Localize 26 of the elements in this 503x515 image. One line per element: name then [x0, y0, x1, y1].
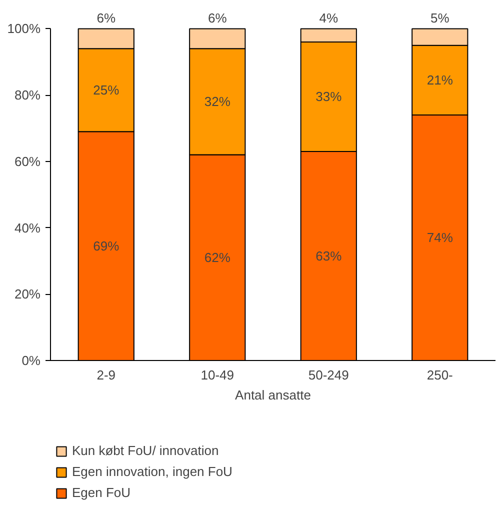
data-label: 32% [204, 94, 231, 110]
x-tick-label: 10-49 [200, 368, 234, 382]
y-tick-label: 80% [14, 88, 41, 103]
data-label: 62% [204, 250, 231, 266]
legend-label: Egen FoU [72, 485, 131, 500]
data-label: 5% [430, 10, 450, 26]
y-tick-label: 60% [14, 154, 41, 169]
data-label: 6% [96, 10, 116, 26]
data-label: 33% [316, 89, 342, 104]
data-label: 25% [93, 82, 120, 98]
data-label: 63% [316, 248, 342, 264]
legend-label: Kun købt FoU/ innovation [72, 443, 219, 458]
data-label: 21% [426, 72, 454, 88]
x-axis-title: Antal ansatte [235, 388, 311, 402]
data-label: 6% [208, 10, 228, 26]
x-tick-label: 2-9 [96, 368, 116, 382]
data-label: 4% [319, 10, 338, 26]
y-tick-label: 40% [14, 220, 41, 236]
data-label: 74% [426, 230, 454, 246]
x-tick-label: 250- [426, 368, 453, 382]
data-label: 69% [93, 238, 120, 254]
legend-label: Egen innovation, ingen FoU [72, 464, 232, 479]
y-tick-label: 0% [22, 353, 41, 368]
y-tick-label: 20% [14, 286, 41, 302]
x-tick-label: 50-249 [308, 368, 349, 382]
y-tick-label: 100% [7, 21, 41, 36]
